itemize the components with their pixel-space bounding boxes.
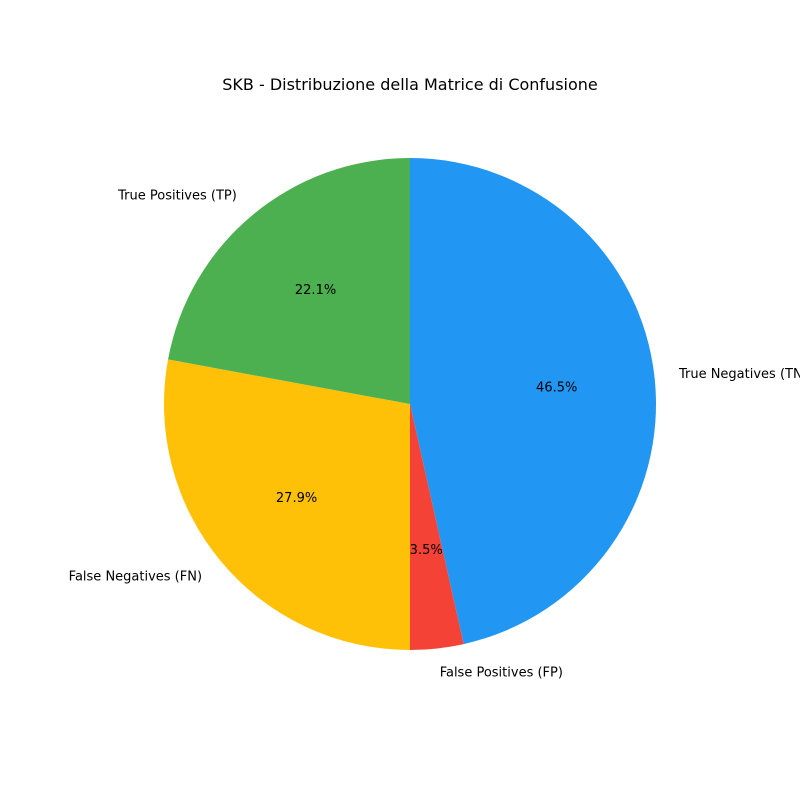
slice-percent-true-negatives-tn: 46.5%	[536, 380, 577, 395]
slice-percent-false-negatives-fn: 27.9%	[276, 491, 317, 506]
pie-labels: True Negatives (TN) 46.5% False Positives …	[69, 189, 800, 681]
pie-slice-true-negatives-tn	[410, 158, 656, 645]
pie-slice-true-positives-tp	[168, 158, 410, 404]
slice-label-false-positives-fp: False Positives (FP)	[440, 665, 563, 680]
pie-slices	[163, 158, 656, 650]
pie-slice-false-positives-fp	[410, 404, 464, 650]
slice-label-false-negatives-fn: False Negatives (FN)	[69, 570, 202, 585]
slice-label-true-positives-tp: True Positives (TP)	[117, 189, 237, 204]
pie-slice-false-negatives-fn	[163, 359, 410, 650]
chart-title: SKB - Distribuzione della Matrice di Con…	[222, 75, 598, 94]
slice-percent-false-positives-fp: 3.5%	[410, 543, 443, 558]
slice-percent-true-positives-tp: 22.1%	[295, 283, 336, 298]
slice-label-true-negatives-tn: True Negatives (TN)	[678, 367, 800, 382]
